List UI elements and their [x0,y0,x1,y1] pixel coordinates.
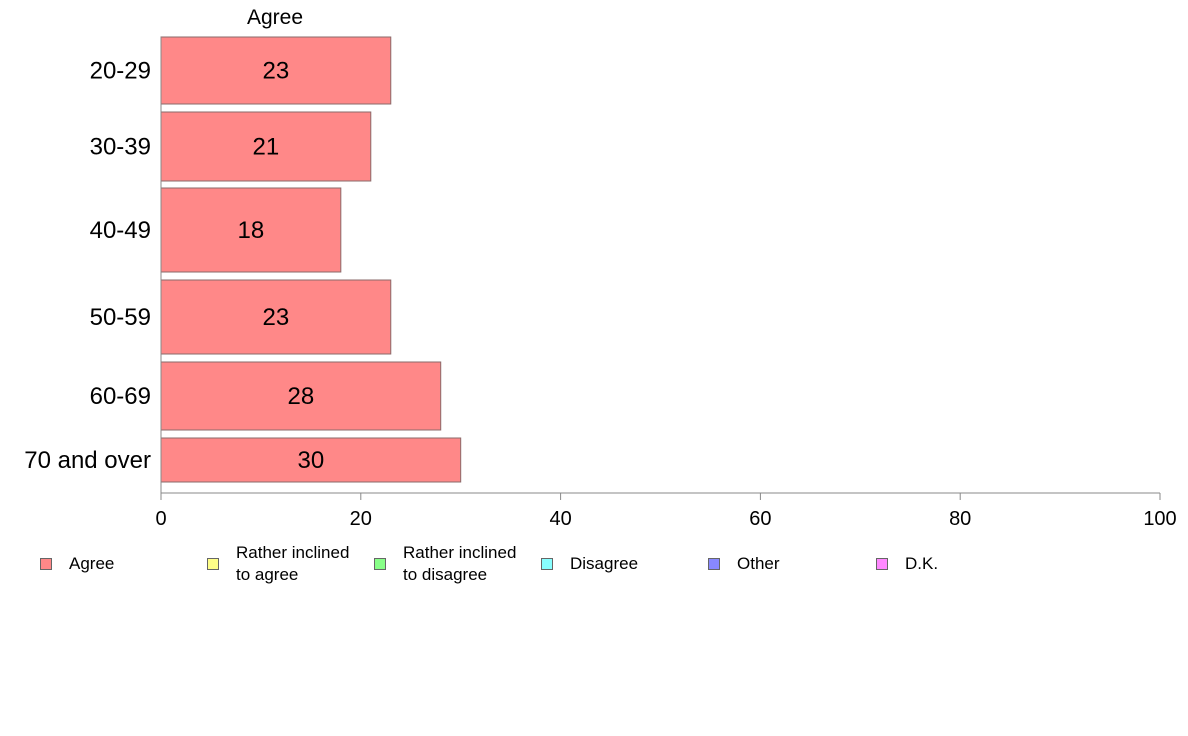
legend-item-3: Disagree [541,542,638,586]
legend-label-2: Rather inclined to disagree [403,543,517,584]
category-label-0: 20-29 [90,58,151,85]
legend-label-1: Rather inclined to agree [236,543,350,584]
legend-item-1: Rather inclined to agree [207,542,349,586]
bar-value-label-0-3: 23 [263,304,290,331]
x-tick-label-0: 0 [155,508,166,530]
bar-value-label-0-1: 21 [253,134,280,161]
bar-value-labels: 23 21 18 23 28 30 [238,58,325,475]
bar-value-label-0-0: 23 [263,58,290,85]
stacked-bar-chart: 23 21 18 23 28 30 20-29 30-39 40-49 50-59 60-69 70… [24,6,1177,530]
legend-label-5: D.K. [905,554,939,573]
category-labels: 20-29 30-39 40-49 50-59 60-69 70 and over [24,58,151,475]
bar-value-label-0-5: 30 [297,447,324,474]
legend-swatch-3 [541,558,553,570]
category-label-3: 50-59 [90,304,151,331]
bar-value-label-0-2: 18 [238,217,265,244]
x-axis: 0 20 40 60 80 100 [155,37,1177,530]
legend-label-3: Disagree [570,554,639,573]
legend-item-0: Agree [40,542,114,586]
bar-0-4 [160,361,442,431]
legend-label-0: Agree [69,554,115,573]
legend-item-2: Rather inclined to disagree [374,542,516,586]
legend-swatch-0 [40,558,52,570]
bar-0-3 [160,279,392,355]
bar-value-label-0-4: 28 [288,383,315,410]
legend-label-4: Other [737,554,780,573]
legend-swatch-5 [876,558,888,570]
x-tick-label-5: 100 [1143,508,1176,530]
category-label-1: 30-39 [90,134,151,161]
bar-0-0 [160,36,392,105]
bar-0-1 [160,111,372,182]
legend-item-5: D.K. [876,542,938,586]
bar-0-2 [160,187,342,273]
legend-swatch-1 [207,558,219,570]
category-label-4: 60-69 [90,383,151,410]
bar-0-5 [160,437,462,483]
column-header: Agree [247,6,303,29]
x-tick-label-3: 60 [749,508,771,530]
legend: Agree Rather inclined to agree Rather incl… [0,542,1188,592]
bars-group [160,36,462,483]
legend-swatch-2 [374,558,386,570]
x-tick-label-4: 80 [949,508,971,530]
legend-swatch-4 [708,558,720,570]
x-tick-label-1: 20 [350,508,372,530]
x-tick-label-2: 40 [549,508,571,530]
category-label-2: 40-49 [90,217,151,244]
legend-item-4: Other [708,542,780,586]
category-label-5: 70 and over [24,447,151,474]
